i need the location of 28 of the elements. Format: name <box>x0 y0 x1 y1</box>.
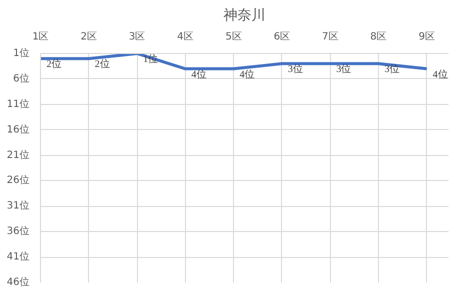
y-tick-label: 36位 <box>6 225 30 238</box>
y-tick-label: 31位 <box>6 200 30 212</box>
y-tick-label: 26位 <box>6 174 30 186</box>
data-label: 3位 <box>288 63 303 76</box>
x-tick-label: 3区 <box>128 32 146 42</box>
x-tick-label: 6区 <box>274 32 290 42</box>
data-label: 4位 <box>191 68 206 80</box>
x-tick-label: 4区 <box>177 32 194 42</box>
x-tick-label: 8区 <box>370 32 387 42</box>
y-tick-label: 16位 <box>6 123 30 136</box>
data-label: 4位 <box>432 68 448 80</box>
data-label: 2位 <box>46 58 62 70</box>
chart-title: 神奈川 <box>224 8 266 24</box>
y-tick-label: 21位 <box>6 148 30 161</box>
y-tick-label: 41位 <box>6 250 30 263</box>
data-label: 2位 <box>94 58 110 70</box>
x-tick-label: 5区 <box>225 32 242 42</box>
data-label: 3位 <box>384 63 400 76</box>
data-label: 3位 <box>336 63 352 76</box>
x-tick-label: 2区 <box>80 32 97 42</box>
y-tick-label: 6位 <box>13 72 30 84</box>
y-tick-label: 11位 <box>6 98 30 110</box>
y-tick-label: 46位 <box>6 276 30 288</box>
x-tick-label: 7区 <box>322 32 338 42</box>
y-tick-label: 1位 <box>13 47 30 59</box>
x-tick-label: 9区 <box>418 32 435 42</box>
data-label: 4位 <box>240 68 255 80</box>
x-tick-label: 1区 <box>32 32 49 42</box>
